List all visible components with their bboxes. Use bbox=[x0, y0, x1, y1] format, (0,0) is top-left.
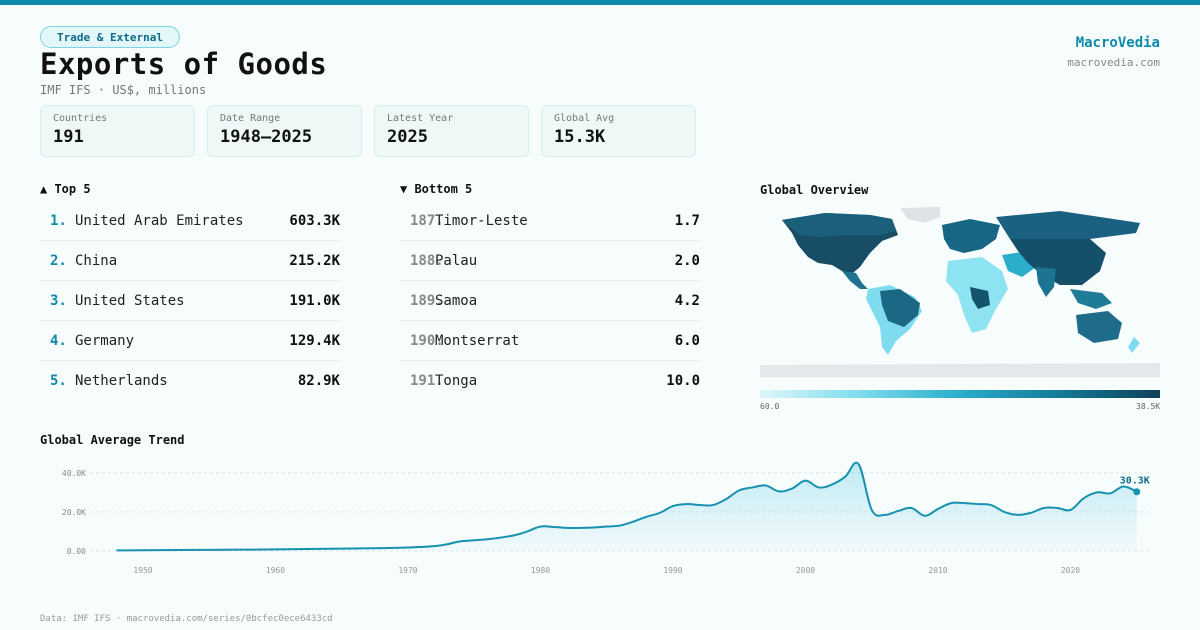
country-name: United Arab Emirates bbox=[75, 212, 244, 229]
country-value: 4.2 bbox=[674, 292, 700, 309]
list-item[interactable]: 190. Montserrat 6.0 bbox=[400, 321, 700, 361]
top5-heading: ▲ Top 5 bbox=[40, 182, 91, 196]
stat-label: Global Avg bbox=[554, 113, 615, 124]
stat-label: Countries bbox=[53, 113, 108, 124]
list-item[interactable]: 188. Palau 2.0 bbox=[400, 241, 700, 281]
stat-date-range: Date Range 1948–2025 bbox=[207, 105, 362, 157]
y-tick-label: 0.00 bbox=[67, 547, 86, 556]
list-item[interactable]: 187. Timor-Leste 1.7 bbox=[400, 201, 700, 241]
brand-name[interactable]: MacroVedia bbox=[1075, 35, 1160, 51]
map-region-canada[interactable] bbox=[782, 213, 896, 237]
country-value: 2.0 bbox=[674, 252, 700, 269]
country-name: China bbox=[75, 252, 118, 269]
top-accent-bar bbox=[0, 0, 1200, 5]
stat-value: 191 bbox=[53, 127, 84, 147]
map-region-southeast-asia[interactable] bbox=[1070, 289, 1112, 309]
bottom5-heading: ▼ Bottom 5 bbox=[400, 182, 473, 196]
x-tick-label: 1970 bbox=[398, 566, 417, 575]
stat-global-avg: Global Avg 15.3K bbox=[541, 105, 696, 157]
country-value: 191.0K bbox=[289, 292, 340, 309]
country-name: Tonga bbox=[435, 373, 478, 389]
y-tick-label: 20.0K bbox=[62, 508, 86, 517]
stat-label: Date Range bbox=[220, 113, 281, 124]
trend-line[interactable] bbox=[116, 461, 1138, 552]
trend-end-point[interactable] bbox=[1133, 488, 1141, 496]
world-map[interactable] bbox=[760, 205, 1160, 385]
country-name: Montserrat bbox=[435, 332, 520, 349]
rank-number: 190. bbox=[410, 332, 444, 349]
list-item[interactable]: 3. United States 191.0K bbox=[40, 281, 340, 321]
stat-value: 1948–2025 bbox=[220, 127, 313, 147]
map-region-antarctica[interactable] bbox=[760, 363, 1160, 377]
x-tick-label: 1950 bbox=[133, 566, 152, 575]
page-subtitle: IMF IFS · US$, millions bbox=[40, 83, 207, 97]
list-item[interactable]: 189. Samoa 4.2 bbox=[400, 281, 700, 321]
country-name: Timor-Leste bbox=[435, 212, 528, 229]
x-tick-label: 1980 bbox=[531, 566, 550, 575]
list-item[interactable]: 2. China 215.2K bbox=[40, 241, 340, 281]
country-name: Samoa bbox=[435, 292, 478, 309]
map-legend-bar bbox=[760, 390, 1160, 398]
map-legend-max: 38.5K bbox=[1136, 402, 1161, 411]
map-region-greenland[interactable] bbox=[900, 207, 940, 223]
country-value: 82.9K bbox=[297, 373, 340, 389]
rank-number: 191. bbox=[410, 373, 444, 389]
x-tick-label: 2000 bbox=[796, 566, 815, 575]
map-region-central-africa[interactable] bbox=[970, 287, 990, 309]
category-tag[interactable]: Trade & External bbox=[40, 26, 180, 48]
trend-area bbox=[116, 462, 1137, 551]
map-region-russia[interactable] bbox=[996, 211, 1140, 241]
map-region-europe[interactable] bbox=[942, 219, 1000, 253]
map-region-asia[interactable] bbox=[1010, 239, 1106, 285]
map-heading: Global Overview bbox=[760, 183, 869, 197]
country-name: Germany bbox=[75, 332, 135, 349]
list-item[interactable]: 4. Germany 129.4K bbox=[40, 321, 340, 361]
trend-heading: Global Average Trend bbox=[40, 433, 185, 447]
map-region-brazil[interactable] bbox=[880, 289, 920, 327]
page-title: Exports of Goods bbox=[40, 47, 328, 81]
country-value: 215.2K bbox=[289, 252, 340, 269]
map-region-india[interactable] bbox=[1036, 267, 1056, 297]
rank-number: 1. bbox=[50, 212, 67, 229]
x-tick-label: 2020 bbox=[1061, 566, 1080, 575]
rank-number: 4. bbox=[50, 332, 67, 349]
stat-value: 2025 bbox=[387, 127, 428, 147]
stat-label: Latest Year bbox=[387, 113, 454, 124]
map-region-central-america[interactable] bbox=[842, 271, 868, 289]
country-value: 1.7 bbox=[674, 212, 700, 229]
footer-source: Data: IMF IFS · macrovedia.com/series/0b… bbox=[40, 614, 333, 624]
map-region-new-zealand[interactable] bbox=[1128, 337, 1140, 353]
trend-chart[interactable]: 0.00 20.0K 40.0K 1950 1960 1970 1980 1990 2000 20… bbox=[40, 455, 1160, 580]
stat-value: 15.3K bbox=[554, 127, 606, 147]
country-value: 6.0 bbox=[674, 332, 700, 349]
map-region-australia[interactable] bbox=[1076, 311, 1122, 343]
rank-number: 2. bbox=[50, 252, 67, 269]
list-item[interactable]: 1. United Arab Emirates 603.3K bbox=[40, 201, 340, 241]
y-tick-label: 40.0K bbox=[62, 469, 86, 478]
rank-number: 188. bbox=[410, 252, 444, 269]
rank-number: 5. bbox=[50, 373, 67, 389]
rank-number: 3. bbox=[50, 292, 67, 309]
x-tick-label: 2010 bbox=[928, 566, 947, 575]
list-item[interactable]: 5. Netherlands 82.9K bbox=[40, 361, 340, 401]
country-value: 129.4K bbox=[289, 332, 340, 349]
rank-number: 189. bbox=[410, 292, 444, 309]
x-tick-label: 1960 bbox=[266, 566, 285, 575]
country-value: 603.3K bbox=[289, 212, 340, 229]
country-name: Palau bbox=[435, 252, 478, 269]
rank-number: 187. bbox=[410, 212, 444, 229]
list-item[interactable]: 191. Tonga 10.0 bbox=[400, 361, 700, 401]
top5-list: 1. United Arab Emirates 603.3K 2. China … bbox=[40, 201, 340, 401]
stat-countries: Countries 191 bbox=[40, 105, 195, 157]
x-tick-label: 1990 bbox=[663, 566, 682, 575]
stat-latest-year: Latest Year 2025 bbox=[374, 105, 529, 157]
country-value: 10.0 bbox=[666, 373, 700, 389]
map-legend-min: 60.0 bbox=[760, 402, 780, 411]
country-name: Netherlands bbox=[75, 373, 168, 389]
brand-url[interactable]: macrovedia.com bbox=[1067, 56, 1160, 69]
country-name: United States bbox=[75, 292, 185, 309]
bottom5-list: 187. Timor-Leste 1.7 188. Palau 2.0 189.… bbox=[400, 201, 700, 401]
trend-end-label: 30.3K bbox=[1120, 476, 1150, 487]
